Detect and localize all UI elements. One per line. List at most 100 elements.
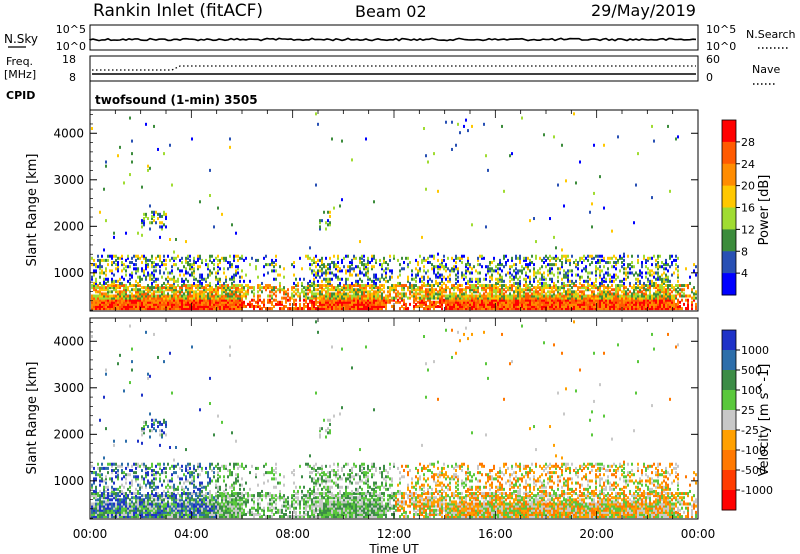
velocity-cell [93,510,95,514]
power-cell [141,277,143,281]
velocity-cell [139,483,141,487]
power-cell [465,294,467,298]
power-cell [591,281,593,285]
power-cell [425,271,427,275]
power-cell [567,277,569,281]
power-cell [561,294,563,298]
power-cell [445,290,447,294]
power-cell [443,254,445,258]
power-cell [117,263,119,267]
power-cell [543,304,545,308]
power-cell [271,294,273,298]
velocity-cell [105,427,107,431]
power-cell [325,277,327,281]
power-cell [117,300,119,304]
power-cell [655,265,657,269]
power-cell [533,273,535,277]
power-cell [555,300,557,304]
power-cell [537,298,539,302]
power-cell [387,286,389,290]
power-cell [429,277,431,281]
power-cell [623,284,625,288]
power-cell [261,300,263,304]
power-cell [197,300,199,304]
power-cell [365,288,367,292]
power-cell [603,304,605,308]
power-cell [153,304,155,308]
power-cell [345,284,347,288]
power-cell [163,223,165,227]
power-cell [225,284,227,288]
power-cell [551,256,553,260]
power-cell [145,267,147,271]
power-cell [665,304,667,308]
power-cell [667,286,669,290]
power-cell [525,294,527,298]
power-cell [437,300,439,304]
power-cell [213,267,215,271]
power-cell [245,284,247,288]
power-cell [649,288,651,292]
power-cell [353,307,355,311]
power-cell [451,120,453,124]
power-cell [403,292,405,296]
power-cell [441,263,443,267]
power-cell [263,298,265,302]
power-cell [185,288,187,292]
power-cell [199,275,201,279]
velocity-cell [119,504,121,508]
power-cell [245,290,247,294]
power-cell [219,286,221,290]
power-cell [447,275,449,279]
power-cell [621,261,623,265]
power-cell [365,290,367,294]
power-cell [439,281,441,285]
power-cell [633,286,635,290]
power-cell [645,275,647,279]
power-cell [429,300,431,304]
power-cell [123,304,125,308]
power-cell [171,286,173,290]
power-cell [273,261,275,265]
power-cell [431,279,433,283]
power-cell [367,263,369,267]
power-cell [629,298,631,302]
power-cell [507,304,509,308]
power-cell [277,288,279,292]
power-cell [311,290,313,294]
power-cell [629,307,631,311]
power-cell [611,302,613,306]
power-cell [155,298,157,302]
power-cell [215,302,217,306]
power-cell [251,302,253,306]
power-cell [573,296,575,300]
power-cell [181,307,183,311]
velocity-cell [115,510,117,514]
power-cell [509,265,511,269]
power-cell [663,307,665,311]
power-cell [233,300,235,304]
power-cell [631,304,633,308]
power-cell [585,269,587,273]
power-cell [389,288,391,292]
power-cell [653,271,655,275]
power-cell [107,294,109,298]
power-cell [197,294,199,298]
velocity-cell [95,477,97,481]
power-cell [451,286,453,290]
velocity-cell [119,464,121,468]
power-cell [117,284,119,288]
power-cell [431,286,433,290]
power-cell [243,279,245,283]
power-cell [331,284,333,288]
power-cell [199,302,201,306]
power-cell [159,214,161,218]
power-cell [133,267,135,271]
power-cell [433,290,435,294]
power-cell [187,302,189,306]
power-cell [345,307,347,311]
power-cell [519,286,521,290]
power-cell [349,284,351,288]
power-cell [413,300,415,304]
power-cell [153,214,155,218]
